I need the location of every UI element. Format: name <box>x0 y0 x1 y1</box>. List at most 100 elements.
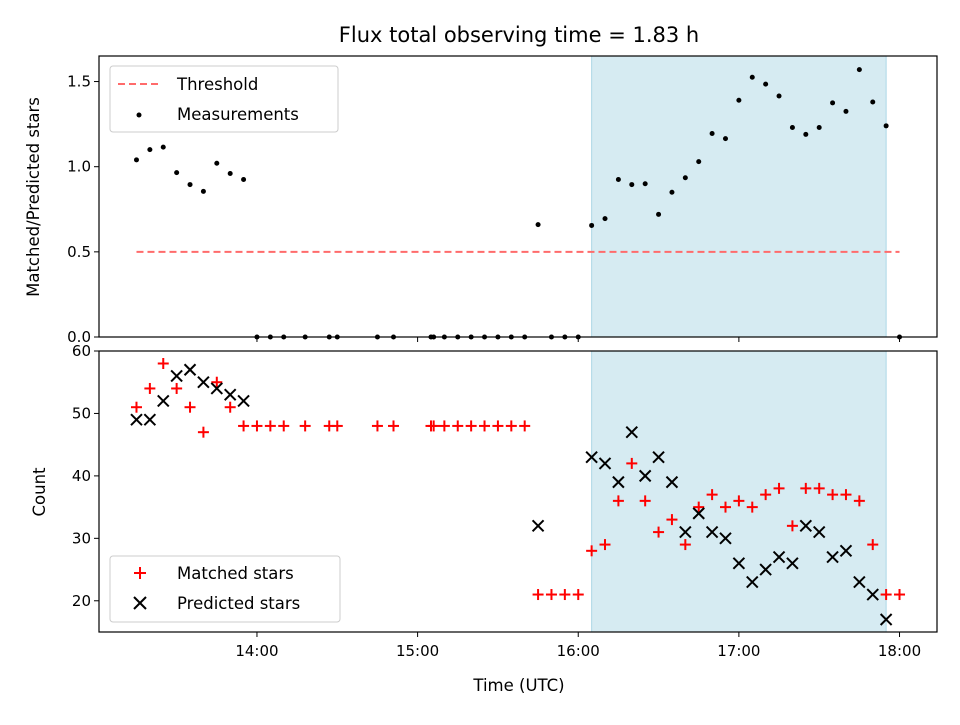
matched-star-point <box>144 382 156 394</box>
legend-measurements-swatch <box>136 112 142 118</box>
predicted-star-point <box>157 394 170 408</box>
matched-star-point <box>719 501 731 513</box>
bottom-y-axis-label: Count <box>30 467 49 517</box>
predicted-star-point <box>665 475 679 489</box>
matched-star-point <box>679 539 691 551</box>
measurement-point <box>682 175 688 181</box>
measurement-point <box>535 222 541 228</box>
measurement-point <box>615 176 621 182</box>
matched-star-point <box>693 501 705 513</box>
predicted-star-point <box>223 388 237 401</box>
measurement-point <box>133 157 139 163</box>
bottom-y-tick-label: 50 <box>72 404 91 422</box>
predicted-star-point <box>652 450 665 464</box>
x-tick-label: 18:00 <box>878 642 921 660</box>
matched-star-point <box>813 482 825 494</box>
x-tick-label: 15:00 <box>396 642 439 660</box>
top-highlight-span <box>591 55 887 338</box>
measurement-point <box>856 67 862 73</box>
matched-star-point <box>666 514 678 526</box>
bottom-y-tick-label: 30 <box>72 529 91 547</box>
predicted-star-point <box>679 525 692 539</box>
matched-star-point <box>612 495 624 507</box>
matched-star-point <box>238 420 250 432</box>
measurement-point <box>669 189 675 195</box>
bottom-y-tick-label: 60 <box>72 342 91 360</box>
predicted-star-point <box>853 575 866 589</box>
predicted-star-point <box>812 525 826 539</box>
matched-star-point <box>733 495 745 507</box>
measurement-point <box>709 130 715 136</box>
measurement-point <box>160 144 166 150</box>
measurement-point <box>830 100 836 106</box>
predicted-star-point <box>130 413 143 426</box>
matched-star-point <box>706 489 718 501</box>
legend-predicted-label: Predicted stars <box>177 594 300 613</box>
matched-star-point <box>505 420 517 432</box>
matched-star-point <box>760 489 772 501</box>
matched-star-point <box>880 589 892 601</box>
matched-star-point <box>894 589 906 601</box>
matched-star-point <box>599 539 611 551</box>
measurement-point <box>642 181 648 187</box>
matched-star-point <box>800 482 812 494</box>
matched-star-point <box>746 501 758 513</box>
predicted-star-point <box>879 613 893 626</box>
bottom-panel-ticks: 20 30 40 50 60 14:00 15:00 16:00 17:00 18:00 <box>72 342 921 660</box>
measurement-point <box>883 123 889 129</box>
top-y-tick-label: 0.0 <box>67 328 91 346</box>
predicted-star-point <box>612 475 625 489</box>
measurement-point <box>736 97 742 103</box>
x-tick-label: 14:00 <box>235 642 278 660</box>
chart-title: Flux total observing time = 1.83 h <box>339 23 699 47</box>
x-tick-label: 17:00 <box>717 642 760 660</box>
matched-star-point <box>224 401 236 413</box>
matched-star-point <box>626 457 638 469</box>
predicted-star-point <box>183 363 197 376</box>
measurement-point <box>227 171 233 177</box>
x-tick-label: 16:00 <box>557 642 600 660</box>
legend-matched-swatch <box>134 567 146 579</box>
matched-star-point <box>388 420 400 432</box>
measurement-point <box>241 176 247 182</box>
top-y-tick-label: 1.0 <box>67 158 91 176</box>
measurement-point <box>803 131 809 137</box>
matched-star-point <box>251 420 263 432</box>
predicted-star-point <box>746 575 759 589</box>
matched-star-point <box>545 589 557 601</box>
matched-star-point <box>264 420 276 432</box>
legend-matched-label: Matched stars <box>177 564 294 583</box>
predicted-star-point <box>531 519 545 533</box>
predicted-star-point <box>772 550 786 564</box>
measurement-point <box>602 216 608 222</box>
matched-star-point <box>465 420 477 432</box>
predicted-star-point <box>839 544 853 558</box>
matched-star-point <box>867 539 879 551</box>
predicted-star-point <box>719 532 732 545</box>
predicted-star-point <box>826 550 839 564</box>
matched-star-point <box>184 401 196 413</box>
measurement-point <box>214 160 220 166</box>
matched-star-point <box>492 420 504 432</box>
top-legend-box <box>109 65 339 133</box>
measurement-point <box>870 99 876 105</box>
measurement-point <box>147 147 153 153</box>
legend-predicted-swatch <box>133 596 147 610</box>
predicted-star-point <box>732 557 746 570</box>
matched-star-point <box>773 482 785 494</box>
x-axis-label: Time (UTC) <box>472 676 564 695</box>
measurement-point <box>200 188 206 194</box>
matched-star-point <box>211 376 223 388</box>
matched-star-point <box>827 489 839 501</box>
measurement-point <box>629 182 635 188</box>
bottom-highlight-span <box>591 350 887 633</box>
matched-star-point <box>840 489 852 501</box>
measurement-point <box>187 182 193 188</box>
matched-star-point <box>371 420 383 432</box>
predicted-star-point <box>759 563 772 576</box>
matched-star-point <box>278 420 290 432</box>
measurement-point <box>763 81 769 87</box>
matched-star-point <box>452 420 464 432</box>
predicted-star-point <box>638 469 652 483</box>
